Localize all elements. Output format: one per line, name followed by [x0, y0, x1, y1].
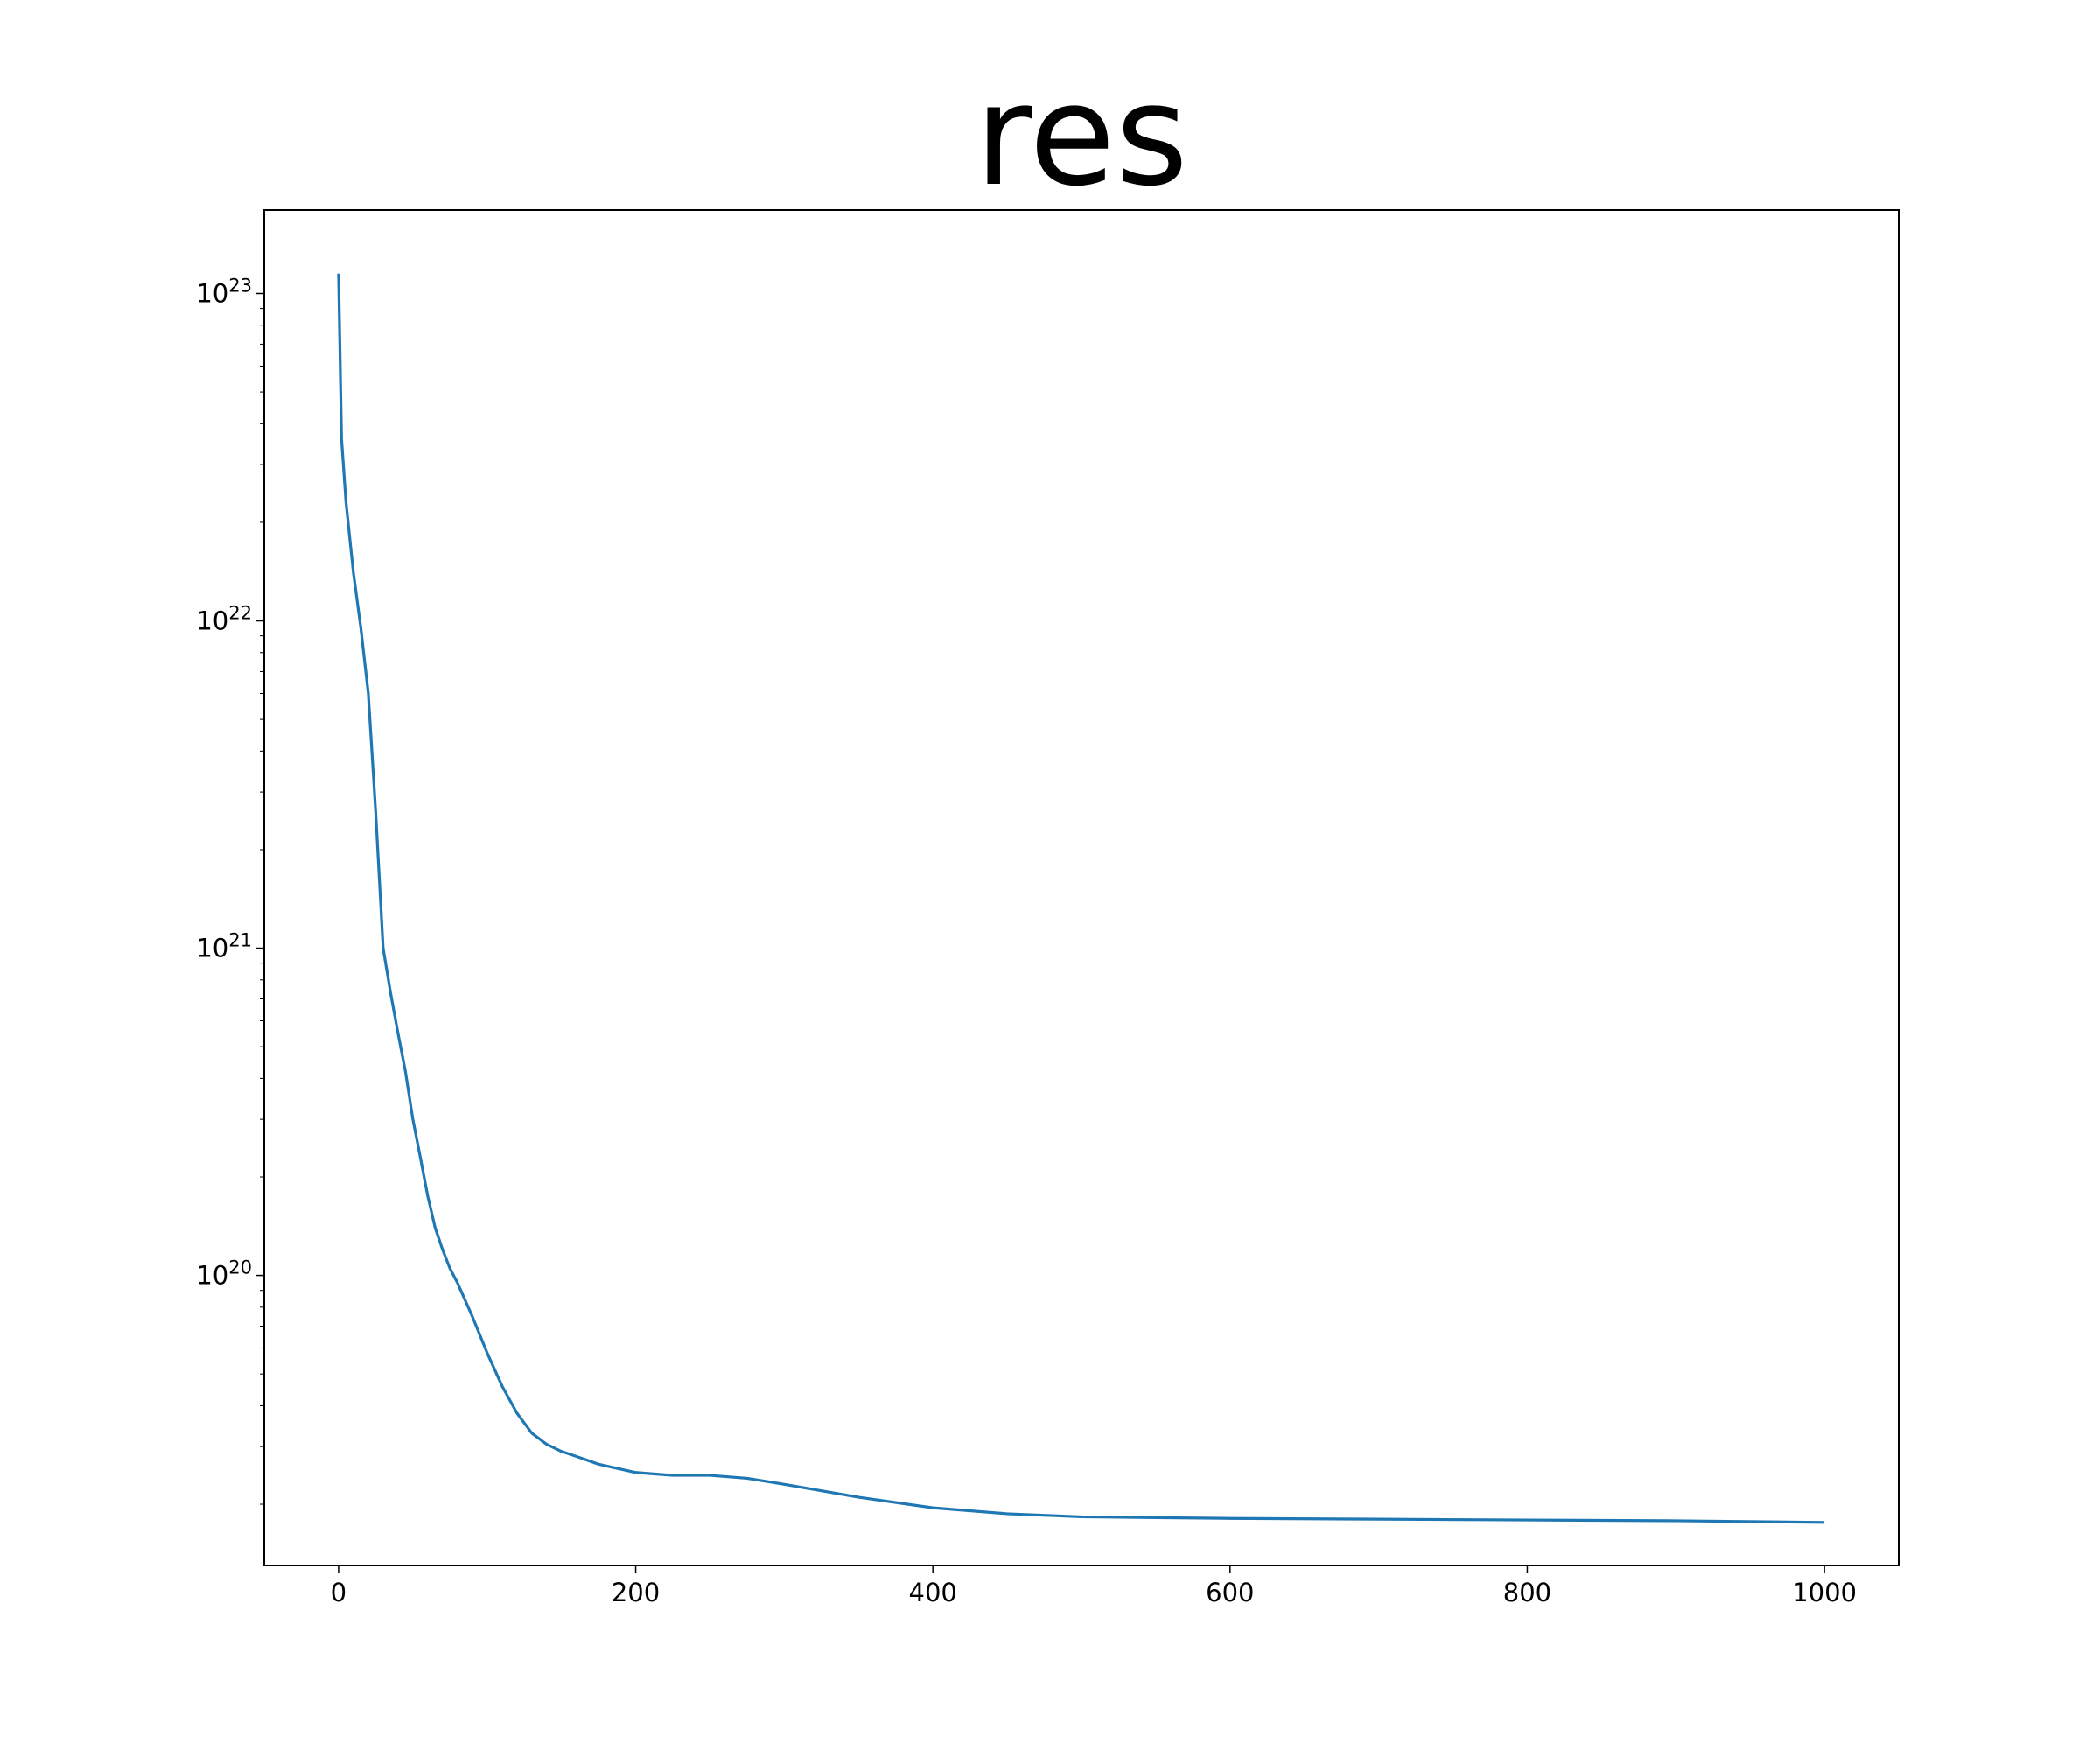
- x-tick-label: 0: [331, 1578, 346, 1607]
- x-tick-label: 1000: [1792, 1578, 1857, 1607]
- y-axis: 1020 1021 1022 1023: [196, 275, 264, 1505]
- x-tick-label: 800: [1503, 1578, 1551, 1607]
- series-line-1: [337, 273, 1825, 1524]
- y-tick-label: 1021: [196, 930, 252, 963]
- plot-area: [263, 209, 1900, 1566]
- x-tick-label: 200: [612, 1578, 660, 1607]
- x-tick-label: 400: [909, 1578, 957, 1607]
- x-tick-label: 600: [1206, 1578, 1254, 1607]
- x-axis: 0 200 400 600 800 1000: [331, 1565, 1857, 1607]
- y-tick-label: 1023: [196, 275, 252, 308]
- y-tick-label: 1022: [196, 603, 252, 636]
- chart-title: res: [975, 53, 1188, 217]
- y-tick-label: 1020: [196, 1257, 252, 1291]
- series-group: [337, 273, 1825, 1524]
